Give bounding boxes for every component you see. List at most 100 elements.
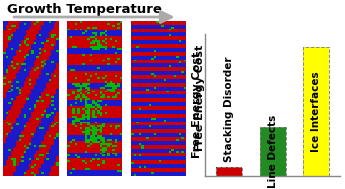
Bar (82, 29, 85, 30)
Bar (80, 116, 82, 118)
Bar (164, 69, 166, 71)
Bar (70, 33, 72, 34)
Bar (36, 172, 39, 174)
Bar (13, 98, 16, 100)
Bar (161, 160, 164, 162)
Bar (33, 112, 36, 114)
Bar (102, 162, 105, 164)
Bar (49, 114, 51, 116)
Bar (31, 48, 33, 50)
Bar (13, 94, 16, 96)
Bar (36, 147, 39, 149)
Bar (75, 61, 77, 64)
Bar (102, 112, 105, 114)
Bar (179, 40, 181, 42)
Bar (13, 172, 16, 174)
Bar (85, 123, 87, 125)
Bar (149, 64, 151, 65)
Bar (29, 83, 31, 85)
Bar (117, 56, 120, 58)
Bar (19, 34, 21, 36)
Bar (149, 65, 151, 67)
Bar (11, 147, 13, 149)
Bar (3, 44, 6, 46)
Bar (110, 61, 112, 64)
Bar (166, 170, 169, 172)
Bar (46, 85, 49, 87)
Bar (67, 143, 70, 145)
Bar (82, 77, 85, 79)
Bar (110, 54, 112, 56)
Bar (159, 104, 161, 106)
Bar (181, 21, 184, 23)
Bar (169, 108, 171, 110)
Bar (80, 81, 82, 83)
Bar (156, 23, 159, 25)
Bar (139, 77, 141, 79)
Bar (112, 106, 115, 108)
Bar (49, 131, 51, 133)
Bar (117, 170, 120, 172)
Bar (41, 123, 43, 125)
Bar (9, 127, 11, 129)
Bar (146, 143, 149, 145)
Bar (110, 168, 112, 170)
Bar (141, 61, 144, 64)
Bar (112, 56, 115, 58)
Bar (97, 135, 100, 137)
Bar (144, 168, 146, 170)
Bar (184, 30, 186, 33)
Bar (11, 48, 13, 50)
Bar (9, 129, 11, 131)
Bar (102, 108, 105, 110)
Bar (164, 94, 166, 96)
Bar (70, 25, 72, 27)
Bar (51, 156, 53, 158)
Bar (156, 147, 159, 149)
Bar (67, 34, 70, 36)
Bar (49, 153, 51, 154)
Bar (110, 98, 112, 100)
Bar (16, 48, 19, 50)
Bar (67, 166, 70, 168)
Bar (154, 149, 156, 151)
Bar (6, 125, 9, 127)
Bar (181, 23, 184, 25)
Bar (100, 73, 102, 75)
Bar (171, 67, 174, 69)
Bar (90, 64, 92, 65)
Bar (136, 73, 139, 75)
Bar (117, 127, 120, 129)
Bar (95, 33, 97, 34)
Bar (49, 38, 51, 40)
Bar (97, 58, 100, 60)
Bar (82, 137, 85, 139)
Bar (11, 143, 13, 145)
Bar (29, 104, 31, 106)
Bar (105, 38, 107, 40)
Bar (3, 75, 6, 77)
Bar (146, 64, 149, 65)
Bar (41, 58, 43, 60)
Bar (151, 116, 154, 118)
Bar (107, 137, 110, 139)
Bar (161, 118, 164, 120)
Bar (70, 143, 72, 145)
Bar (13, 48, 16, 50)
Bar (29, 25, 31, 27)
Bar (107, 100, 110, 102)
Bar (149, 61, 151, 64)
Bar (136, 151, 139, 153)
Bar (70, 30, 72, 33)
Bar (149, 48, 151, 50)
Bar (95, 166, 97, 168)
Bar (80, 46, 82, 48)
Bar (100, 170, 102, 172)
Bar (139, 56, 141, 58)
Bar (33, 27, 36, 29)
Bar (174, 92, 176, 94)
Bar (181, 29, 184, 30)
Bar (115, 60, 117, 61)
Bar (67, 54, 70, 56)
Bar (36, 114, 39, 116)
